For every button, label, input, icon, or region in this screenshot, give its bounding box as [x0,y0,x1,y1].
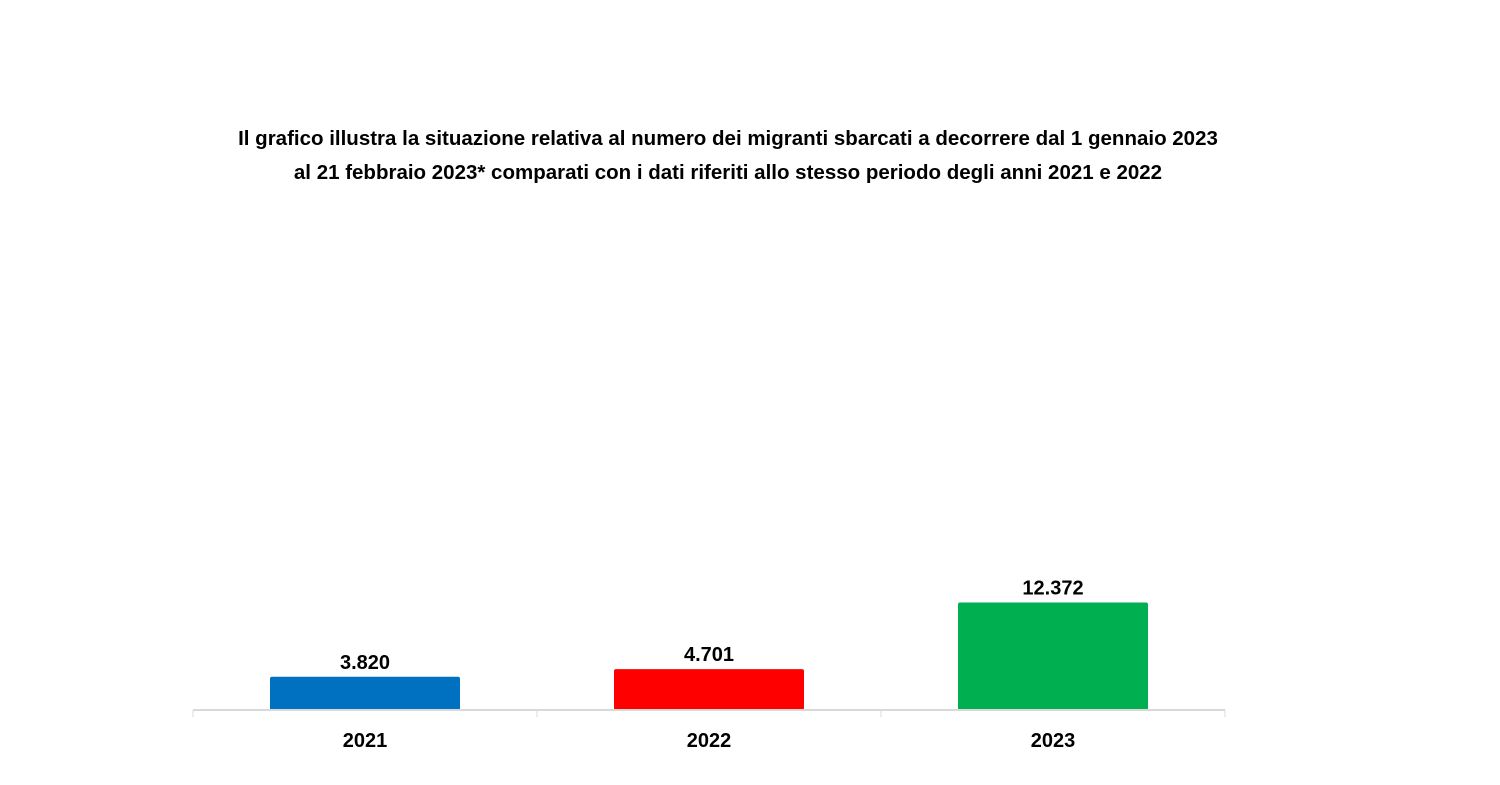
data-label-2023: 12.372 [1022,577,1083,599]
bar-2023 [958,602,1148,710]
bar-2021 [270,676,460,710]
x-tick-label-2023: 2023 [1031,730,1076,752]
data-label-2022: 4.701 [684,644,734,666]
x-tick-label-2021: 2021 [343,730,388,752]
chart-title: Il grafico illustra la situazione relati… [238,127,1218,184]
data-label-2021: 3.820 [340,652,390,674]
x-tick-label-2022: 2022 [687,730,732,752]
bar-2022 [614,669,804,710]
